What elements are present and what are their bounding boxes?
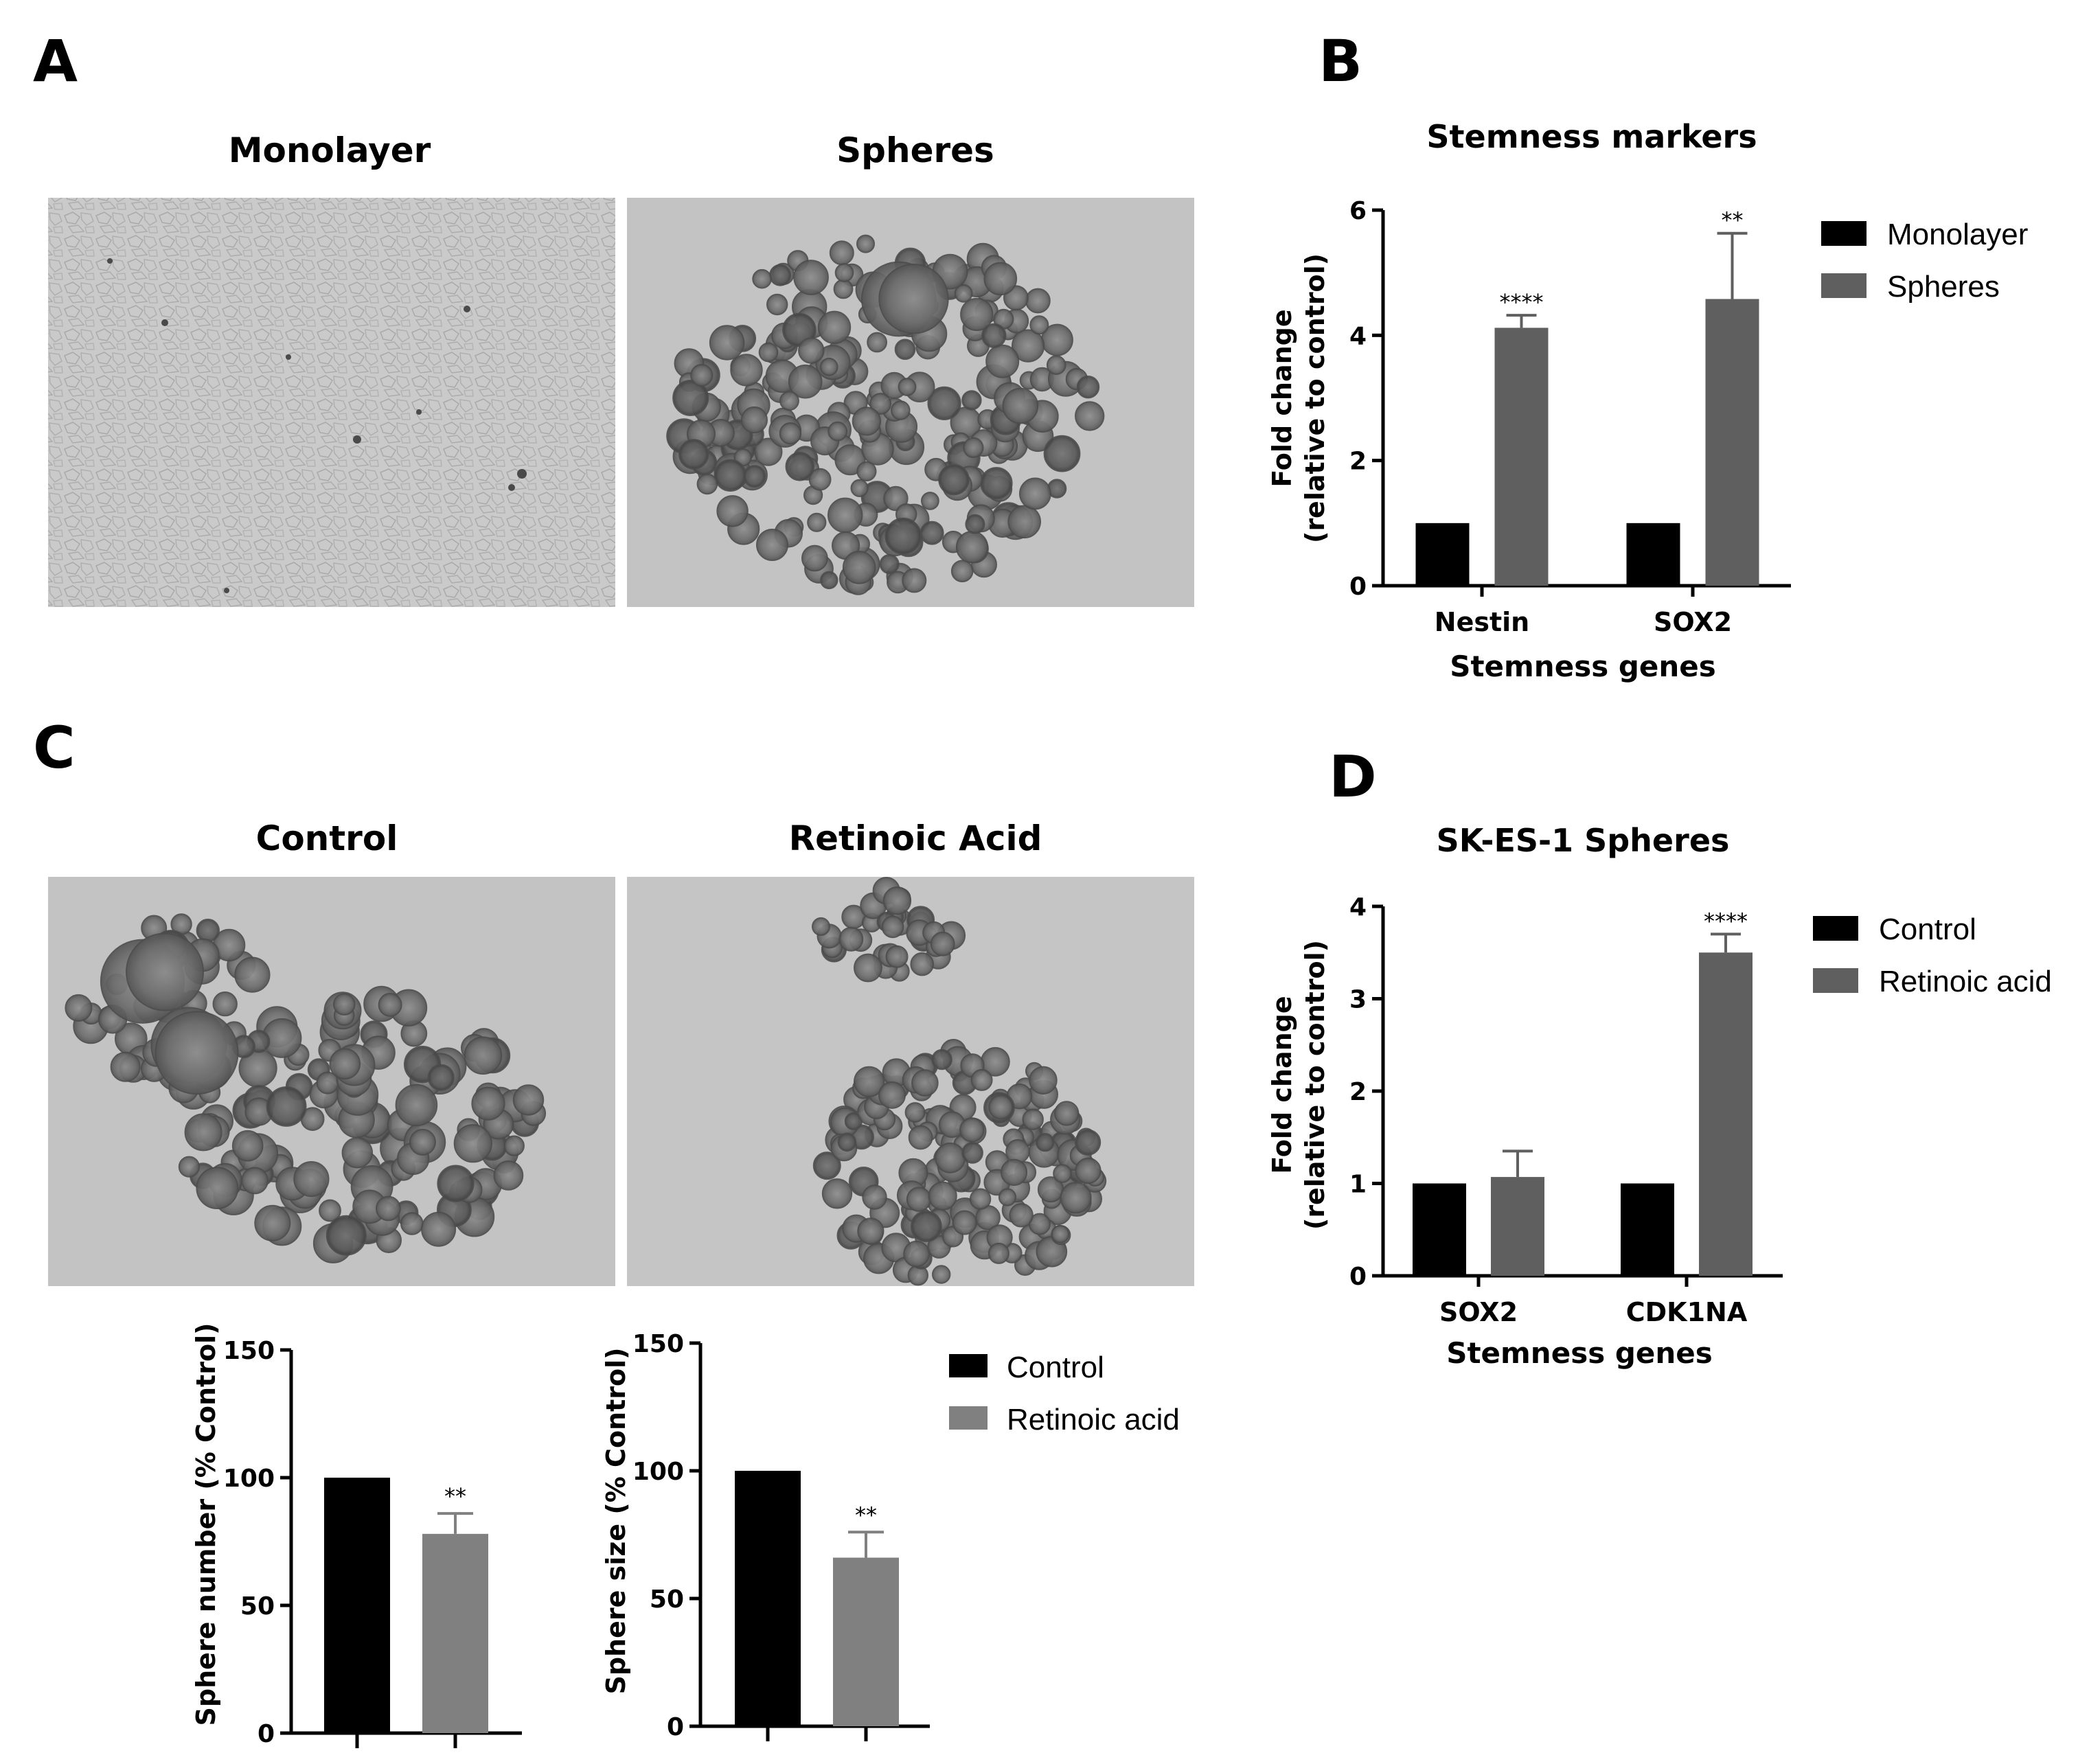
chart-c1-ylabel: Sphere number (% Control) <box>191 1323 221 1726</box>
chart-b-xlabel: Stemness genes <box>1450 650 1716 683</box>
significance-label: **** <box>1704 908 1748 934</box>
chart-c2-ylabel: Sphere size (% Control) <box>601 1347 631 1694</box>
y-tick-label: 4 <box>1349 322 1367 350</box>
panel-letter-c: C <box>33 714 76 781</box>
image-title-monolayer: Monolayer <box>229 130 431 170</box>
chart-b-title: Stemness markers <box>1426 118 1757 155</box>
y-tick-label: 3 <box>1349 986 1367 1014</box>
y-tick-label: 2 <box>1349 1078 1367 1106</box>
micrograph-spheres <box>627 198 1194 607</box>
y-tick-label: 0 <box>258 1720 275 1748</box>
significance-label: ** <box>1722 207 1744 233</box>
bar <box>1705 299 1759 586</box>
legend-label: Spheres <box>1887 270 2000 303</box>
significance-label: **** <box>1500 289 1544 315</box>
x-category-label: CDK1NA <box>1626 1297 1748 1327</box>
micrograph-control <box>48 877 615 1286</box>
bar <box>735 1471 801 1726</box>
y-tick-label: 50 <box>240 1592 275 1620</box>
legend-swatch <box>1821 273 1867 298</box>
panel-letter-b: B <box>1319 27 1362 95</box>
significance-label: ** <box>444 1483 466 1509</box>
y-tick-label: 100 <box>223 1465 275 1493</box>
legend-swatch <box>949 1406 988 1430</box>
panel-letter-a: A <box>33 27 78 95</box>
micrograph-retinoic-acid <box>627 877 1194 1286</box>
bar <box>1621 1183 1674 1276</box>
y-tick-label: 0 <box>667 1713 684 1741</box>
y-tick-label: 0 <box>1349 1263 1367 1291</box>
bar <box>1699 952 1753 1276</box>
image-title-control: Control <box>256 818 398 858</box>
significance-label: ** <box>855 1502 877 1528</box>
chart-b-ylabel-line2: (relative to control) <box>1300 253 1330 543</box>
y-tick-label: 150 <box>632 1330 684 1358</box>
chart-d-title: SK-ES-1 Spheres <box>1437 822 1730 859</box>
bar <box>1626 523 1680 586</box>
chart-b: Stemness markers Fold change (relative t… <box>1267 118 2028 683</box>
legend-label: Monolayer <box>1887 218 2028 251</box>
bar <box>324 1478 390 1733</box>
legend-swatch <box>1813 916 1858 941</box>
legend-swatch <box>1813 968 1858 993</box>
chart-c-sphere-size: Sphere size (% Control) 0 50 100 150 ** Contr… <box>601 1330 1180 1741</box>
chart-d: SK-ES-1 Spheres Fold change (relative to… <box>1267 822 2052 1370</box>
chart-d-ylabel-line2: (relative to control) <box>1300 940 1330 1230</box>
y-tick-label: 150 <box>223 1337 275 1365</box>
x-category-label: SOX2 <box>1654 607 1732 637</box>
legend-swatch <box>1821 221 1867 246</box>
bar <box>422 1533 488 1733</box>
legend-swatch <box>949 1354 988 1377</box>
legend-label: Control <box>1879 913 1976 946</box>
image-title-retinoic-acid: Retinoic Acid <box>789 818 1042 858</box>
y-tick-label: 100 <box>632 1458 684 1486</box>
bar <box>1491 1177 1544 1276</box>
micrograph-monolayer <box>48 198 615 607</box>
x-category-label: SOX2 <box>1439 1297 1518 1327</box>
bar <box>1413 1183 1466 1276</box>
y-tick-label: 0 <box>1349 573 1367 601</box>
y-tick-label: 1 <box>1349 1171 1367 1199</box>
bar <box>1415 523 1470 586</box>
chart-b-ylabel-line1: Fold change <box>1267 309 1297 487</box>
legend-label: Retinoic acid <box>1007 1403 1180 1436</box>
y-tick-label: 2 <box>1349 448 1367 476</box>
chart-d-xlabel: Stemness genes <box>1446 1336 1713 1370</box>
chart-c-sphere-number: Sphere number (% Control) 0 50 100 150 ** <box>191 1323 522 1748</box>
y-tick-label: 50 <box>650 1585 684 1614</box>
chart-d-ylabel-line1: Fold change <box>1267 996 1297 1173</box>
panel-letter-d: D <box>1329 743 1377 810</box>
y-tick-label: 4 <box>1349 893 1367 921</box>
bar <box>1494 328 1549 586</box>
x-category-label: Nestin <box>1435 607 1529 637</box>
bar <box>833 1557 899 1726</box>
image-title-spheres: Spheres <box>836 130 994 170</box>
legend-label: Retinoic acid <box>1879 965 2052 998</box>
legend-label: Control <box>1007 1351 1104 1384</box>
y-tick-label: 6 <box>1349 197 1367 225</box>
